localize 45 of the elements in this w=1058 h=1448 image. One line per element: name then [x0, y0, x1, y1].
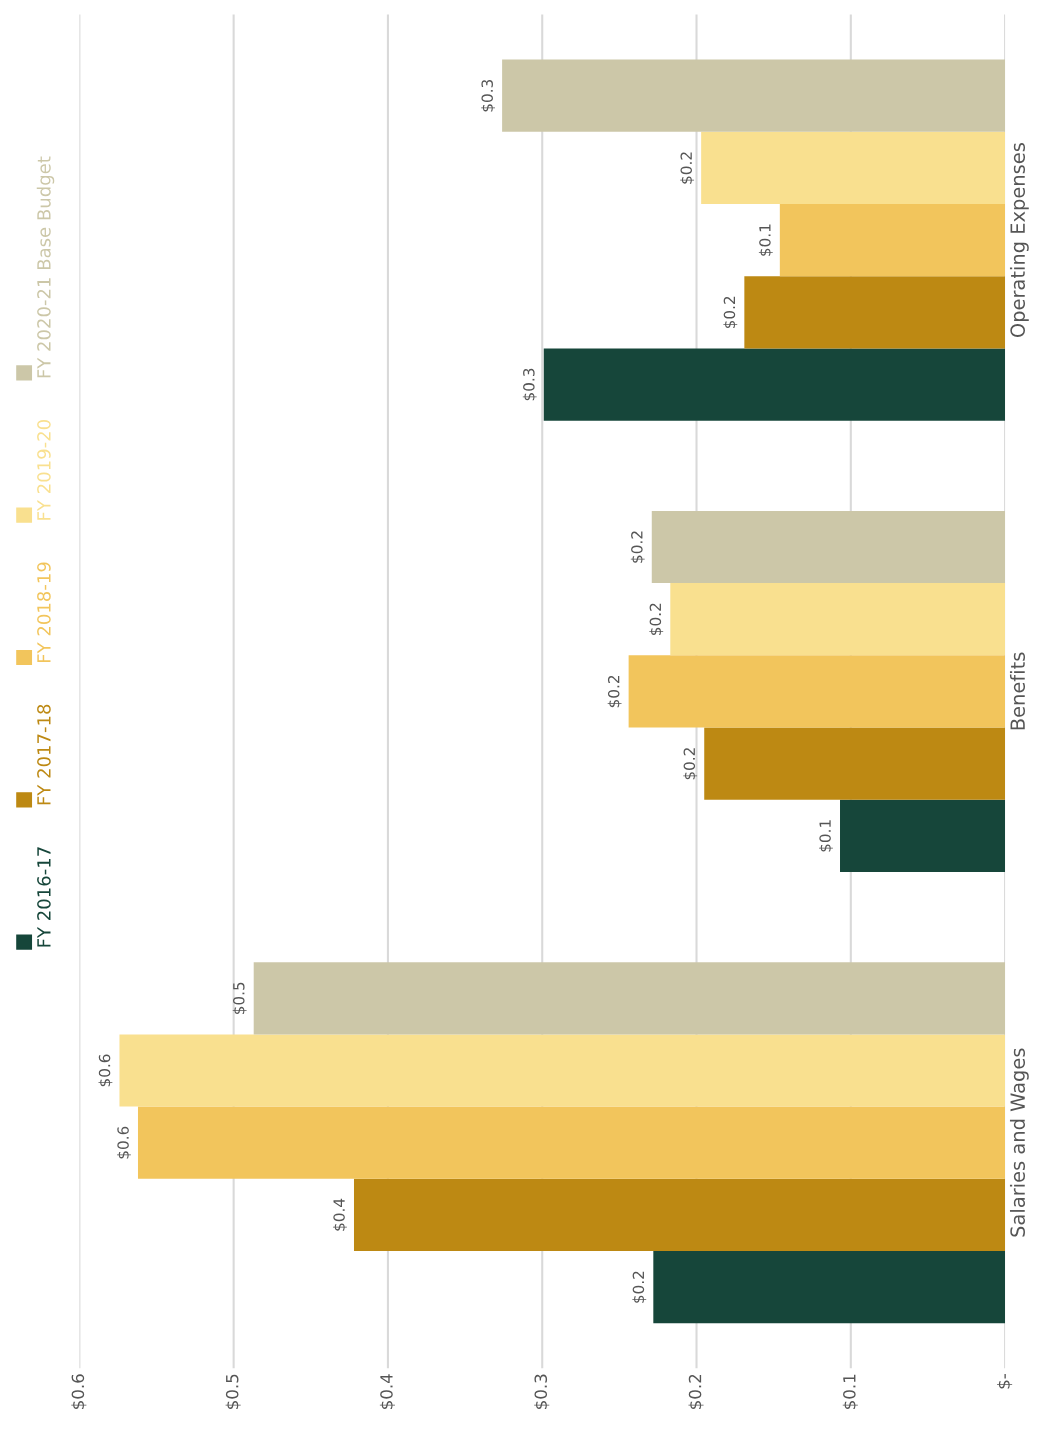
data-label: $0.2: [607, 675, 622, 708]
bar: [704, 727, 1006, 800]
data-label: $0.1: [758, 224, 773, 256]
bar: [502, 59, 1006, 132]
data-label: $0.6: [117, 1126, 131, 1159]
data-label: $0.6: [98, 1054, 113, 1087]
bar: [701, 131, 1006, 205]
bar: [651, 510, 1006, 584]
y-tick-label: Operating Expenses: [1009, 143, 1029, 338]
data-label: $0.2: [632, 1271, 647, 1303]
bar: [253, 962, 1006, 1035]
data-label: $0.4: [333, 1198, 347, 1231]
x-tick-label: $0.6: [71, 1374, 87, 1409]
x-tick-label: $0.1: [842, 1374, 858, 1409]
bar: [353, 1178, 1006, 1252]
text: FY 2018-19: [37, 562, 51, 662]
data-label: $0.5: [232, 982, 247, 1015]
bar: [670, 583, 1006, 656]
data-label: $0.2: [683, 748, 698, 780]
x-tick-label: $0.3: [534, 1374, 550, 1409]
data-label: $0.2: [630, 531, 645, 563]
bar: [840, 799, 1006, 872]
data-label: $0.3: [481, 79, 496, 112]
y-tick-label: Benefits: [1009, 652, 1026, 730]
text: FY 2020-21 Base Budget: [36, 156, 55, 378]
bar: [628, 655, 1006, 728]
y-tick-label: Salaries and Wages: [1009, 1048, 1029, 1237]
data-label: $0.3: [522, 368, 537, 401]
bar: [137, 1106, 1006, 1179]
data-label: $0.2: [723, 296, 738, 329]
x-tick-label: $0.4: [379, 1374, 395, 1409]
x-tick-label: $0.2: [688, 1374, 704, 1409]
bar: [653, 1251, 1006, 1324]
bar: [119, 1034, 1006, 1107]
bar: [744, 276, 1006, 349]
text: FY 2017-18: [37, 704, 51, 805]
text: FY 2019-20: [37, 420, 51, 520]
x-tick-label: $-: [997, 1374, 1013, 1389]
x-tick-label: $0.5: [225, 1374, 241, 1409]
bar: [779, 204, 1006, 277]
data-label: $0.2: [680, 152, 695, 184]
bar: [543, 348, 1006, 421]
data-label: $0.1: [819, 820, 833, 852]
text: FY 2016-17: [37, 847, 51, 947]
data-label: $0.2: [649, 603, 664, 635]
